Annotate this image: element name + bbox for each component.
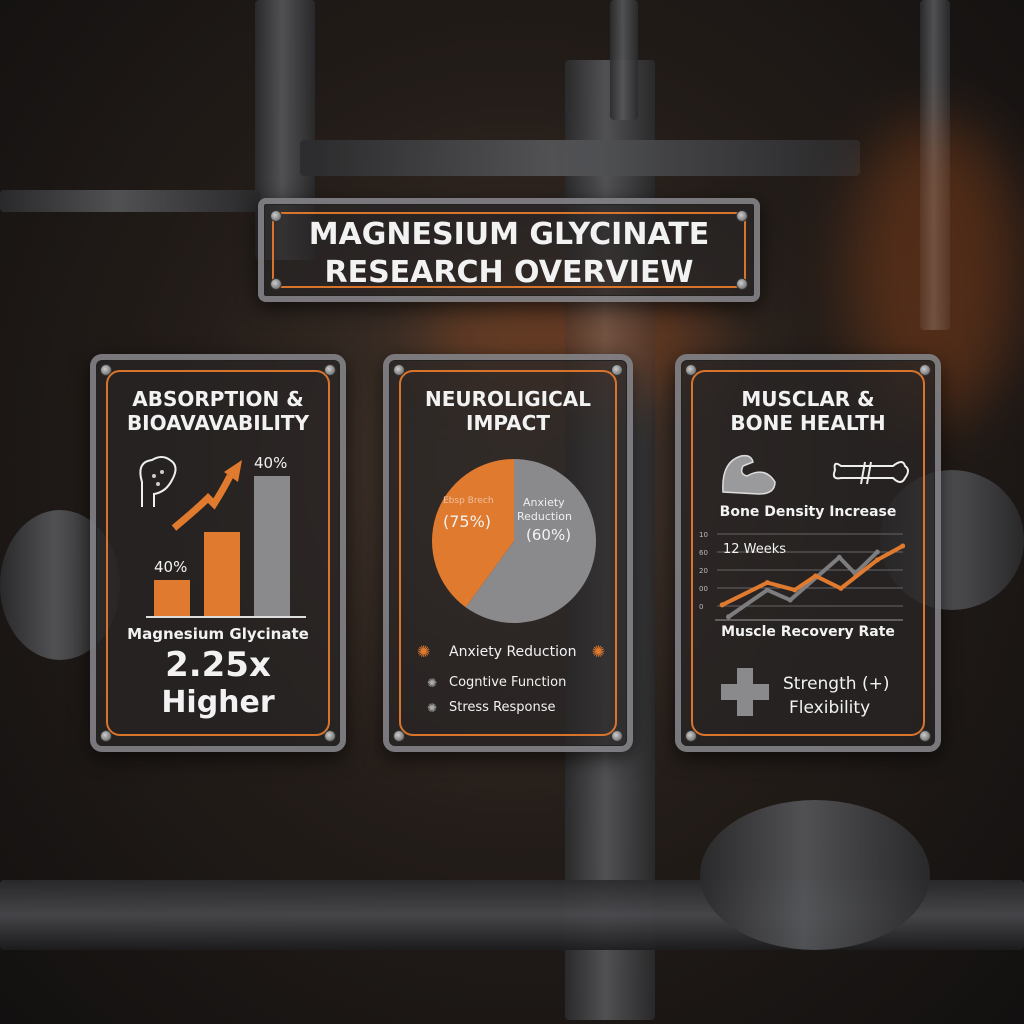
pie-value-gray: (60%) xyxy=(526,526,572,544)
data-point xyxy=(838,585,844,591)
page-title: MAGNESIUM GLYCINATE xyxy=(308,217,710,252)
pie-label-gray-2: Reduction xyxy=(517,510,572,523)
bar xyxy=(154,580,190,616)
data-point xyxy=(900,543,906,549)
data-point xyxy=(813,573,819,579)
pie-slice xyxy=(432,459,514,608)
list-item: Anxiety Reduction xyxy=(449,644,577,660)
data-point xyxy=(764,587,770,593)
trend-arrow-up-icon xyxy=(171,460,242,531)
big-stat-label: Higher xyxy=(161,685,275,720)
brain-icon: ✺ xyxy=(417,642,431,661)
neuro-panel: NEUROLIGICAL IMPACT Ebsp Brech (75%) Anx… xyxy=(383,354,633,752)
brain-icon: ✺ xyxy=(591,642,605,661)
data-point xyxy=(792,587,798,593)
x-axis-label: Muscle Recovery Rate xyxy=(721,624,895,640)
brain-icon: ✺ xyxy=(427,676,438,690)
data-point xyxy=(719,602,725,608)
panel-title: BONE HEALTH xyxy=(730,411,886,435)
data-point xyxy=(787,597,793,603)
caption: Magnesium Glycinate xyxy=(127,625,309,643)
strength-label: Strength (+) xyxy=(783,674,890,694)
bar-label: 40% xyxy=(154,558,188,576)
panel-title: BIOAVAVABILITY xyxy=(126,411,310,435)
y-tick-label: 10 xyxy=(699,531,708,539)
pie-label-gray: Anxiety xyxy=(523,496,565,509)
muscle-panel: MUSCLAR & BONE HEALTH Bone Density Incre… xyxy=(675,354,941,752)
bone-icon xyxy=(832,461,909,485)
panel-title: MUSCLAR & xyxy=(741,387,875,411)
data-point xyxy=(764,580,770,586)
list-item: Cogntive Function xyxy=(449,675,567,690)
list-item: Stress Response xyxy=(449,700,556,715)
chart-title: Bone Density Increase xyxy=(719,504,897,520)
flexed-arm-icon xyxy=(722,454,776,495)
data-point xyxy=(726,614,731,620)
data-point xyxy=(836,554,842,560)
data-point xyxy=(874,549,880,555)
pie-label-orange: Ebsp Brech xyxy=(443,496,494,506)
bar-baseline xyxy=(146,616,306,618)
panel-title: NEUROLIGICAL xyxy=(425,387,591,411)
plus-icon xyxy=(721,668,769,716)
big-stat: 2.25x xyxy=(165,645,271,685)
pie-chart xyxy=(432,459,596,623)
brain-icon: ✺ xyxy=(427,701,438,715)
bar xyxy=(204,532,240,616)
panel-title: ABSORPTION & xyxy=(132,387,304,411)
pie-value-orange: (75%) xyxy=(443,512,492,531)
pie-slice xyxy=(465,459,596,623)
page-subtitle: RESEARCH OVERVIEW xyxy=(324,255,694,290)
title-banner: MAGNESIUM GLYCINATE RESEARCH OVERVIEW xyxy=(258,198,760,302)
chart-annotation: 12 Weeks xyxy=(723,542,787,557)
absorption-panel: ABSORPTION & BIOAVAVABILITY 40% 40% Magne… xyxy=(90,354,346,752)
y-tick-label: 00 xyxy=(699,585,708,593)
bar xyxy=(254,476,290,616)
flexibility-label: Flexibility xyxy=(789,698,871,718)
data-point xyxy=(874,557,880,563)
y-tick-label: 20 xyxy=(699,567,708,575)
y-tick-label: 60 xyxy=(699,549,708,557)
bar-label: 40% xyxy=(254,454,288,472)
y-tick-label: 0 xyxy=(699,603,703,611)
panel-title: IMPACT xyxy=(466,411,550,435)
intestine-icon xyxy=(139,456,177,507)
